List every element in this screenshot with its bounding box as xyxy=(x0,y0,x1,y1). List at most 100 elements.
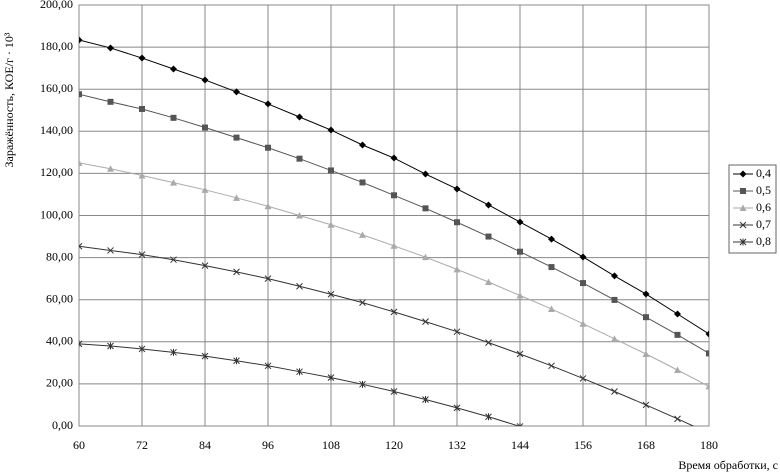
y-tick-label: 120,00 xyxy=(40,165,73,179)
y-tick-label: 140,00 xyxy=(40,123,73,137)
marker xyxy=(170,65,177,73)
marker xyxy=(391,192,397,199)
marker xyxy=(454,219,460,226)
marker xyxy=(107,165,114,172)
marker xyxy=(79,242,83,250)
marker xyxy=(138,54,146,62)
marker xyxy=(107,247,114,254)
marker xyxy=(296,282,303,290)
x-tick-label: 60 xyxy=(73,438,85,452)
y-axis-title: Заражённость, КОЕ/г · 10³ xyxy=(2,32,16,167)
marker xyxy=(170,114,177,121)
x-axis-title: Время обработки, с xyxy=(678,458,778,472)
marker xyxy=(170,348,177,356)
legend-marker xyxy=(740,188,746,194)
marker xyxy=(580,280,586,287)
marker xyxy=(548,362,555,370)
marker xyxy=(579,375,587,382)
y-tick-label: 0,00 xyxy=(52,418,73,432)
marker xyxy=(642,401,650,409)
marker xyxy=(611,388,618,395)
marker xyxy=(107,98,114,105)
marker xyxy=(138,345,146,353)
marker xyxy=(359,231,366,238)
x-tick-label: 120 xyxy=(385,438,403,452)
marker xyxy=(233,357,240,365)
marker xyxy=(359,179,366,186)
marker xyxy=(422,205,429,212)
marker xyxy=(265,144,271,151)
marker xyxy=(296,212,303,219)
marker xyxy=(233,134,240,141)
marker xyxy=(643,314,649,321)
marker xyxy=(579,320,587,327)
marker xyxy=(328,167,334,174)
marker xyxy=(485,201,492,209)
marker xyxy=(642,350,650,358)
marker xyxy=(516,350,524,358)
marker xyxy=(107,44,114,52)
x-tick-label: 72 xyxy=(136,438,148,452)
marker xyxy=(79,36,83,44)
marker xyxy=(706,350,709,357)
marker xyxy=(705,382,709,390)
legend-marker xyxy=(739,221,747,229)
marker xyxy=(422,395,429,403)
marker xyxy=(327,374,335,382)
marker xyxy=(264,100,272,108)
marker xyxy=(264,362,272,370)
marker xyxy=(79,340,83,348)
legend-label: 0,7 xyxy=(756,217,771,231)
marker xyxy=(201,76,209,84)
legend-label: 0,6 xyxy=(756,200,771,214)
marker xyxy=(611,296,618,303)
marker xyxy=(516,291,524,299)
marker xyxy=(516,218,524,226)
marker xyxy=(548,235,555,243)
x-tick-label: 132 xyxy=(448,438,466,452)
marker xyxy=(516,422,524,426)
marker xyxy=(674,310,681,318)
marker xyxy=(453,265,461,273)
x-tick-label: 168 xyxy=(637,438,655,452)
marker xyxy=(390,308,398,316)
x-tick-label: 96 xyxy=(262,438,274,452)
marker xyxy=(327,290,335,298)
marker xyxy=(139,105,145,112)
marker xyxy=(79,159,83,166)
marker xyxy=(296,155,303,162)
marker xyxy=(359,299,366,307)
x-tick-label: 108 xyxy=(322,438,340,452)
legend xyxy=(728,164,777,254)
marker xyxy=(264,202,272,210)
marker xyxy=(201,186,209,193)
marker xyxy=(390,242,398,249)
marker xyxy=(453,185,461,193)
marker xyxy=(138,251,146,259)
marker xyxy=(674,415,681,423)
marker xyxy=(485,233,492,240)
marker xyxy=(548,305,555,312)
marker xyxy=(422,253,429,261)
y-tick-label: 200,00 xyxy=(40,0,73,11)
marker xyxy=(453,328,461,336)
marker xyxy=(107,342,114,350)
x-tick-label: 144 xyxy=(511,438,529,452)
marker xyxy=(296,113,303,121)
marker xyxy=(485,339,492,346)
marker xyxy=(642,290,650,298)
marker xyxy=(705,330,709,338)
y-tick-label: 160,00 xyxy=(40,81,73,95)
y-tick-label: 60,00 xyxy=(46,291,73,305)
marker xyxy=(611,335,618,342)
marker xyxy=(517,248,523,255)
marker xyxy=(202,124,208,131)
marker xyxy=(170,256,177,264)
marker xyxy=(422,318,429,325)
marker xyxy=(327,126,335,134)
legend-label: 0,8 xyxy=(756,234,771,248)
marker xyxy=(548,264,555,271)
marker xyxy=(390,154,398,162)
marker xyxy=(264,275,272,283)
marker xyxy=(485,413,492,421)
